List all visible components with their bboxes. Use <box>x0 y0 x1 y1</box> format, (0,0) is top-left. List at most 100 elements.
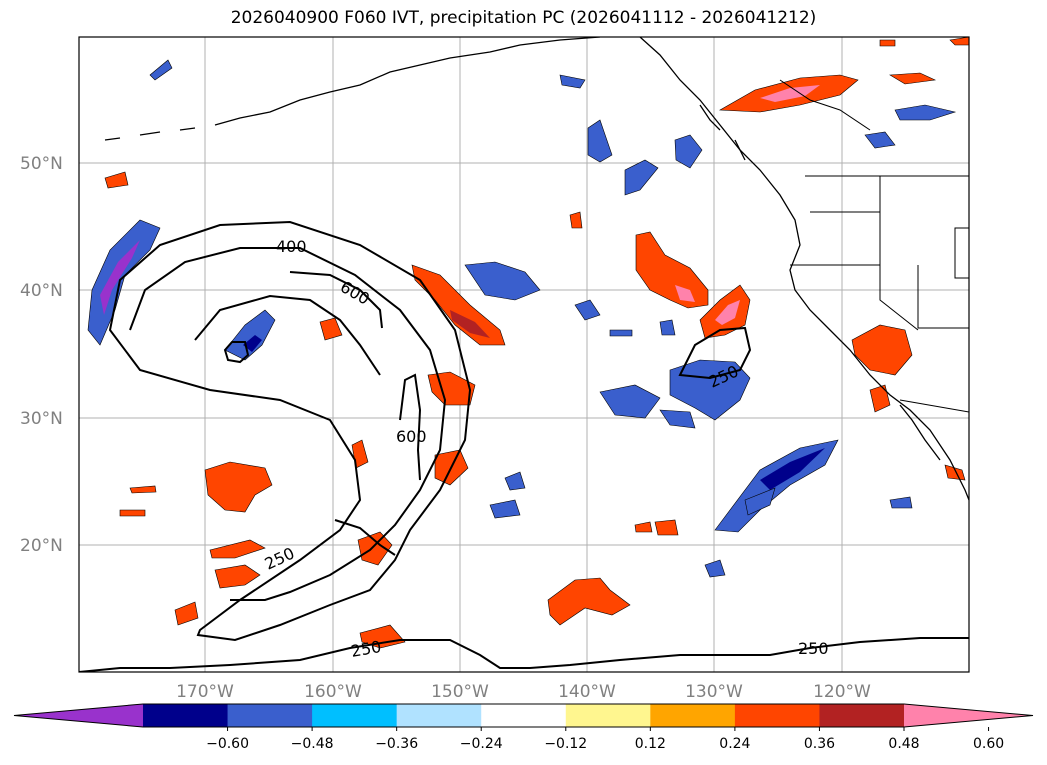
orange-area-small-8 <box>944 464 966 481</box>
orange-area-sw-5 <box>357 531 393 566</box>
blue-area-small-3 <box>704 559 726 578</box>
coastlines <box>104 37 969 501</box>
colorbar-segment <box>734 704 820 727</box>
colorbar-segment <box>143 704 229 727</box>
blue-area-small-2 <box>504 471 526 491</box>
lon-label: 160°W <box>304 682 362 702</box>
blue-area-central <box>599 384 661 419</box>
blue-area-gulf-2 <box>624 159 659 196</box>
contour-400 <box>129 247 447 601</box>
orange-area-small-7 <box>654 519 679 536</box>
blue-area-small-1 <box>489 499 521 519</box>
pink-core-east-2 <box>715 300 740 325</box>
blue-area-cutoff <box>224 309 276 361</box>
political-borders <box>779 79 969 413</box>
orange-area-south-1 <box>547 577 631 626</box>
bc-coast <box>639 37 969 501</box>
contour-label: 400 <box>276 237 307 256</box>
colorbar-tick-label: −0.24 <box>460 736 503 752</box>
aleutians <box>104 127 196 141</box>
darkblue-core-cutoff <box>243 335 262 352</box>
negative-precip-areas <box>87 59 957 578</box>
orange-area-east-1 <box>635 231 709 309</box>
contour-600-c <box>289 271 383 329</box>
alaska-canada-border <box>779 79 871 131</box>
lon-label: 120°W <box>813 682 871 702</box>
baja-coast <box>899 404 941 461</box>
orange-area-sw-big <box>204 461 273 513</box>
contour-250-outer <box>108 220 472 642</box>
us-mexico-border <box>899 399 969 413</box>
orange-area-calif-2 <box>869 384 891 413</box>
colorbar-tick-label: 0.24 <box>719 736 750 752</box>
lat-label: 30°N <box>20 409 63 429</box>
colorbar-tick-label: 0.12 <box>635 736 666 752</box>
contour-250-mid-south <box>334 519 396 556</box>
red-core-mid-1 <box>450 310 490 338</box>
orange-area-sw-2 <box>214 564 261 589</box>
blue-area-small-9 <box>609 329 633 337</box>
colorbar-extend-low <box>14 704 143 727</box>
lon-label: 150°W <box>431 682 489 702</box>
lat-label: 20°N <box>20 536 63 556</box>
map-title: 2026040900 F060 IVT, precipitation PC (2… <box>230 8 817 28</box>
plot-frame <box>78 36 970 673</box>
colorbar-segment <box>227 704 313 727</box>
state-border-nv-az <box>917 265 969 329</box>
contour-250-east <box>678 326 752 380</box>
orange-area-small-5 <box>119 509 146 517</box>
orange-area-small-10 <box>879 39 896 47</box>
lon-label: 140°W <box>558 682 616 702</box>
colorbar-tick-label: −0.60 <box>206 736 249 752</box>
orange-area-small-3 <box>569 211 583 229</box>
orange-area-small-9 <box>949 37 969 46</box>
contour-label: 250 <box>798 639 829 658</box>
pink-core-east-1 <box>675 285 695 302</box>
pink-core-bc <box>760 85 820 102</box>
orange-area-small-6 <box>634 521 653 533</box>
lat-label: 50°N <box>20 154 63 174</box>
blue-area-gulf-3 <box>674 134 703 169</box>
blue-area-mid-north <box>464 261 541 301</box>
latitude-labels: 50°N 40°N 30°N 20°N <box>20 154 63 556</box>
blue-area-small-8 <box>659 319 676 336</box>
blue-area-west <box>87 219 161 346</box>
blue-area-small-7 <box>889 496 913 509</box>
alaska-coast <box>214 37 601 126</box>
ivt-contours <box>79 220 969 672</box>
colorbar-segment <box>650 704 736 727</box>
colorbar-segment <box>481 704 567 727</box>
orange-area-calif <box>851 324 913 376</box>
blue-area-small-10 <box>559 74 586 89</box>
blue-area-southeast-2 <box>744 487 776 516</box>
purple-core-west <box>100 240 140 315</box>
contour-label: 600 <box>396 427 427 446</box>
blue-area-central-3 <box>659 409 696 429</box>
orange-area-small-1 <box>104 171 129 189</box>
blue-area-mid-small <box>574 299 601 321</box>
colorbar-segment <box>312 704 398 727</box>
orange-area-south-2 <box>359 624 406 649</box>
orange-area-mid-1 <box>411 264 506 346</box>
colorbar-tick-label: −0.48 <box>291 736 334 752</box>
colorbar-segment <box>819 704 905 727</box>
lat-label: 40°N <box>20 281 63 301</box>
colorbar-tick-label: −0.12 <box>544 736 587 752</box>
colorbar-tick-label: 0.60 <box>973 736 1004 752</box>
colorbar-segment <box>396 704 482 727</box>
state-border-ca-nv <box>879 265 919 331</box>
colorbar: −0.60 −0.48 −0.36 −0.24 −0.12 0.12 0.24 0.36 0.4… <box>13 703 1034 752</box>
darkblue-core-southeast <box>760 448 825 490</box>
contour-600-a <box>194 294 381 376</box>
orange-area-mid-4 <box>319 317 343 341</box>
orange-area-small-2 <box>889 72 937 85</box>
contour-cutoff-small <box>223 341 250 364</box>
colorbar-outline <box>13 703 1034 728</box>
blue-area-gulf <box>587 119 613 163</box>
longitude-labels: 170°W 160°W 150°W 140°W 130°W 120°W <box>176 682 871 702</box>
contour-600-b <box>399 373 422 481</box>
positive-precip-areas <box>104 37 969 649</box>
plot-area <box>79 37 969 672</box>
contour-250-south <box>79 637 969 672</box>
